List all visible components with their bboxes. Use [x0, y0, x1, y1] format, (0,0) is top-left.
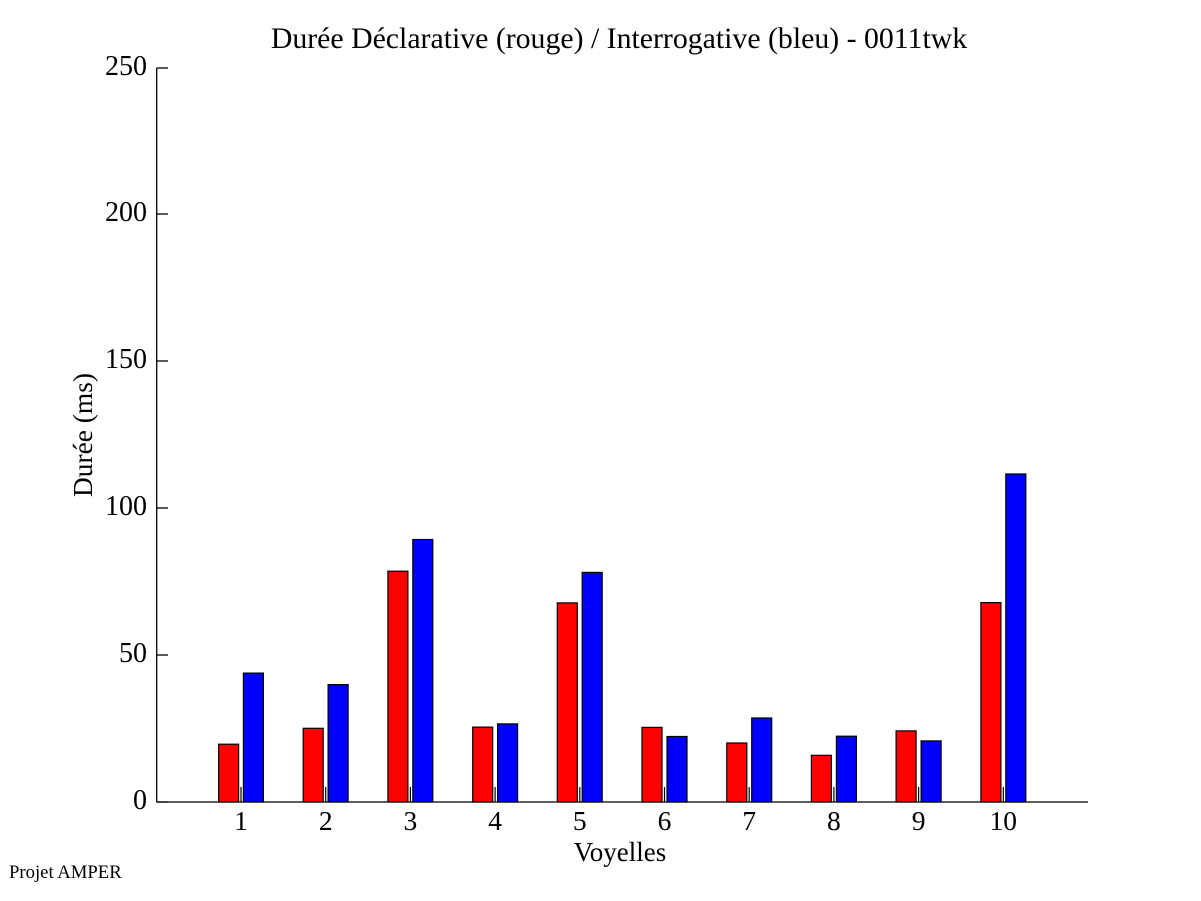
svg-text:150: 150 [105, 344, 147, 375]
svg-text:1: 1 [234, 805, 248, 836]
svg-text:4: 4 [488, 805, 502, 836]
svg-text:Durée Déclarative (rouge) / In: Durée Déclarative (rouge) / Interrogativ… [271, 22, 967, 55]
svg-text:2: 2 [319, 805, 333, 836]
svg-text:8: 8 [827, 805, 841, 836]
svg-text:100: 100 [105, 491, 147, 522]
svg-text:50: 50 [119, 638, 147, 669]
svg-text:3: 3 [404, 805, 418, 836]
svg-text:250: 250 [105, 51, 147, 82]
svg-text:6: 6 [658, 805, 672, 836]
svg-text:0: 0 [133, 785, 147, 816]
svg-text:5: 5 [573, 805, 587, 836]
svg-text:7: 7 [742, 805, 756, 836]
svg-text:Projet AMPER: Projet AMPER [9, 862, 122, 883]
svg-text:Voyelles: Voyelles [574, 837, 667, 867]
svg-text:Durée (ms): Durée (ms) [68, 373, 98, 497]
svg-text:200: 200 [105, 197, 147, 228]
svg-text:9: 9 [912, 805, 926, 836]
svg-text:10: 10 [990, 805, 1018, 836]
